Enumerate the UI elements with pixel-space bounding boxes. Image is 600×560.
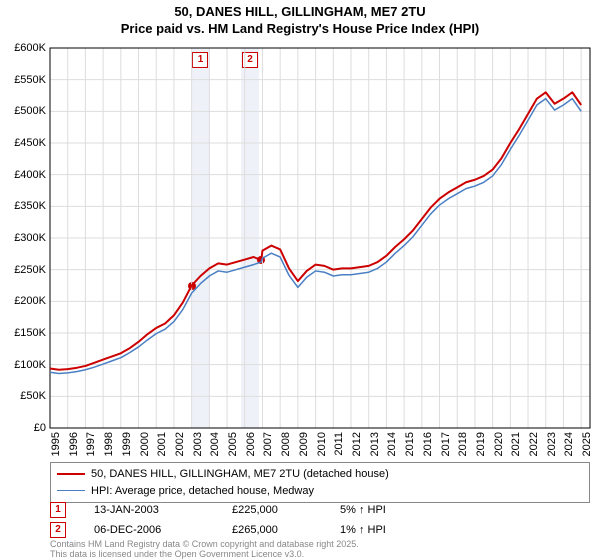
legend-item: HPI: Average price, detached house, Medw… [57, 483, 583, 500]
x-axis-label: 2001 [156, 432, 168, 456]
x-axis-label: 2014 [386, 432, 398, 456]
y-axis-label: £400K [14, 169, 46, 181]
x-axis-label: 2011 [333, 432, 345, 456]
legend-label: 50, DANES HILL, GILLINGHAM, ME7 2TU (det… [91, 466, 389, 483]
y-axis-label: £150K [14, 327, 46, 339]
x-axis-label: 2003 [192, 432, 204, 456]
y-axis-label: £200K [14, 295, 46, 307]
x-axis-label: 1995 [50, 432, 62, 456]
x-axis-label: 2024 [563, 432, 575, 456]
x-axis-label: 2019 [475, 432, 487, 456]
title-line-2: Price paid vs. HM Land Registry's House … [0, 21, 600, 38]
legend-box: 50, DANES HILL, GILLINGHAM, ME7 2TU (det… [50, 462, 590, 503]
y-axis-label: £300K [14, 232, 46, 244]
transaction-date: 06-DEC-2006 [94, 524, 204, 536]
x-axis-label: 2000 [139, 432, 151, 456]
chart-title: 50, DANES HILL, GILLINGHAM, ME7 2TU Pric… [0, 0, 600, 38]
x-axis-label: 2020 [493, 432, 505, 456]
x-axis-label: 2013 [369, 432, 381, 456]
x-axis-label: 2016 [422, 432, 434, 456]
footer-attribution: Contains HM Land Registry data © Crown c… [50, 540, 359, 560]
transaction-price: £265,000 [232, 524, 312, 536]
y-axis-label: £550K [14, 74, 46, 86]
transaction-pct: 1% ↑ HPI [340, 524, 420, 536]
x-axis-label: 2004 [209, 432, 221, 456]
transaction-date: 13-JAN-2003 [94, 504, 204, 516]
x-axis-label: 1998 [103, 432, 115, 456]
transaction-row: 1 13-JAN-2003 £225,000 5% ↑ HPI [50, 502, 420, 518]
x-axis-label: 2007 [262, 432, 274, 456]
legend-swatch [57, 473, 85, 475]
legend-item: 50, DANES HILL, GILLINGHAM, ME7 2TU (det… [57, 466, 583, 483]
x-axis-label: 2018 [457, 432, 469, 456]
transaction-marker: 2 [50, 522, 66, 538]
legend-swatch [57, 490, 85, 491]
x-axis-label: 2010 [316, 432, 328, 456]
y-axis-label: £100K [14, 359, 46, 371]
x-axis-label: 2008 [280, 432, 292, 456]
y-axis-label: £250K [14, 264, 46, 276]
x-axis-label: 2015 [404, 432, 416, 456]
x-axis-label: 2009 [298, 432, 310, 456]
transaction-row: 2 06-DEC-2006 £265,000 1% ↑ HPI [50, 522, 420, 538]
transaction-pct: 5% ↑ HPI [340, 504, 420, 516]
x-axis-label: 1999 [121, 432, 133, 456]
y-axis-label: £600K [14, 42, 46, 54]
x-axis-label: 2023 [546, 432, 558, 456]
x-axis-label: 2021 [510, 432, 522, 456]
x-axis-label: 2005 [227, 432, 239, 456]
title-line-1: 50, DANES HILL, GILLINGHAM, ME7 2TU [0, 4, 600, 21]
x-axis-label: 2006 [245, 432, 257, 456]
transactions-table: 1 13-JAN-2003 £225,000 5% ↑ HPI 2 06-DEC-2006… [50, 502, 420, 542]
x-axis-label: 2017 [440, 432, 452, 456]
x-axis-label: 2012 [351, 432, 363, 456]
x-axis-label: 2022 [528, 432, 540, 456]
x-axis-label: 1996 [68, 432, 80, 456]
legend-label: HPI: Average price, detached house, Medw… [91, 483, 314, 500]
footer-line-2: This data is licensed under the Open Gov… [50, 550, 359, 560]
x-axis-label: 2002 [174, 432, 186, 456]
transaction-price: £225,000 [232, 504, 312, 516]
y-axis-label: £500K [14, 105, 46, 117]
chart-plot-area: £0£50K£100K£150K£200K£250K£300K£350K£400… [50, 48, 590, 428]
y-axis-label: £450K [14, 137, 46, 149]
x-axis-label: 1997 [85, 432, 97, 456]
x-axis-label: 2025 [581, 432, 593, 456]
chart-lines [50, 48, 590, 428]
y-axis-label: £350K [14, 200, 46, 212]
transaction-marker: 1 [50, 502, 66, 518]
y-axis-label: £50K [20, 390, 46, 402]
y-axis-label: £0 [34, 422, 46, 434]
